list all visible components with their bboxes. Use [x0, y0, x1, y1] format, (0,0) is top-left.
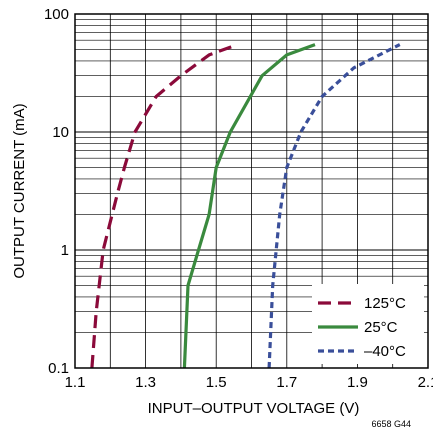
series-layer: [90, 43, 401, 369]
legend-label-2: –40°C: [364, 343, 406, 360]
y-axis-title: OUTPUT CURRENT (mA): [11, 103, 28, 278]
x-tick-label: 1.9: [347, 374, 368, 391]
y-tick-label: 1: [61, 242, 69, 259]
legend-label-0: 125°C: [364, 295, 406, 312]
series-line-0: [90, 43, 238, 369]
legend: 125°C 25°C –40°C: [312, 284, 424, 364]
x-tick-label: 1.1: [65, 374, 86, 391]
legend-label-1: 25°C: [364, 319, 398, 336]
x-tick-label: 1.7: [276, 374, 297, 391]
grid: [75, 14, 428, 368]
series-line-2: [267, 43, 401, 369]
x-tick-label: 1.5: [206, 374, 227, 391]
plot-frame: [74, 13, 429, 369]
figure-note: 6658 G44: [371, 419, 411, 429]
y-tick-label: 0.1: [48, 360, 69, 377]
x-tick-label: 2.1: [418, 374, 433, 391]
x-axis-title: INPUT–OUTPUT VOLTAGE (V): [148, 400, 360, 417]
y-tick-label: 10: [52, 124, 69, 141]
x-tick-label: 1.3: [135, 374, 156, 391]
y-tick-label: 100: [44, 6, 69, 23]
tick-labels: 1.1 1.3 1.5 1.7 1.9 2.1 0.1 1 10 100: [44, 6, 433, 391]
series-line-1: [182, 43, 316, 369]
